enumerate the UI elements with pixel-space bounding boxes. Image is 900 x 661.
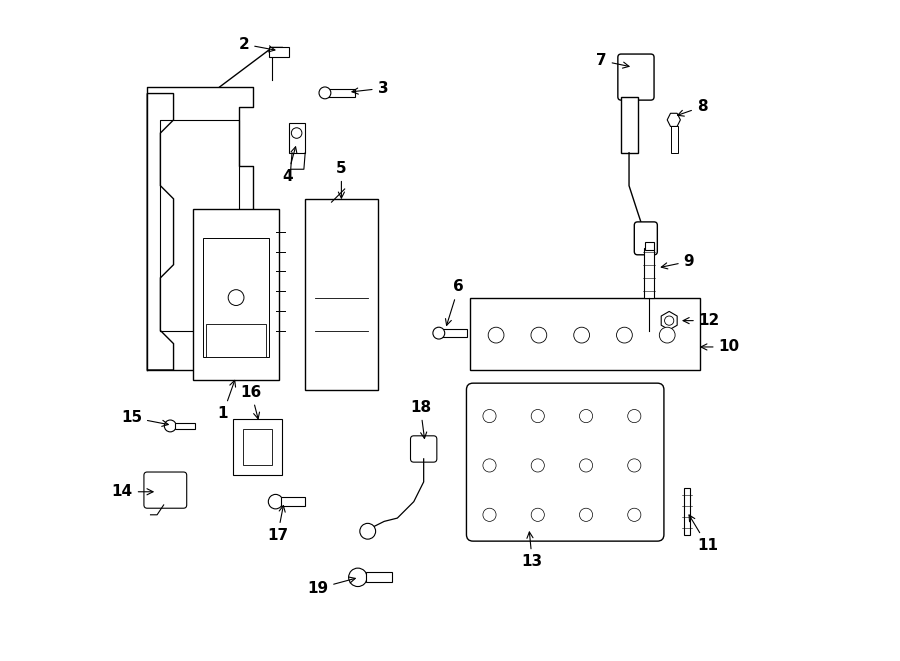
Circle shape [531, 508, 544, 522]
Polygon shape [473, 307, 694, 367]
Circle shape [627, 409, 641, 422]
Text: 13: 13 [522, 532, 543, 569]
Circle shape [483, 409, 496, 422]
Circle shape [580, 459, 592, 472]
FancyBboxPatch shape [206, 324, 266, 357]
FancyBboxPatch shape [470, 297, 700, 370]
Circle shape [433, 327, 445, 339]
Circle shape [573, 327, 590, 343]
Text: 17: 17 [267, 506, 288, 543]
FancyBboxPatch shape [203, 239, 269, 357]
Circle shape [664, 316, 674, 325]
Text: 4: 4 [282, 147, 297, 184]
Text: 1: 1 [218, 380, 236, 421]
Circle shape [483, 508, 496, 522]
Circle shape [348, 568, 367, 586]
Text: 6: 6 [446, 280, 464, 325]
Circle shape [531, 327, 547, 343]
FancyBboxPatch shape [243, 429, 273, 465]
FancyBboxPatch shape [194, 209, 279, 380]
Text: 12: 12 [683, 313, 720, 328]
FancyBboxPatch shape [269, 48, 289, 58]
FancyBboxPatch shape [466, 383, 664, 541]
Circle shape [229, 290, 244, 305]
Circle shape [531, 459, 544, 472]
Text: 7: 7 [596, 53, 629, 68]
Text: 10: 10 [701, 340, 740, 354]
Text: 5: 5 [336, 161, 346, 198]
Text: 19: 19 [307, 577, 356, 596]
FancyBboxPatch shape [634, 222, 657, 254]
FancyBboxPatch shape [233, 419, 283, 475]
FancyBboxPatch shape [644, 249, 654, 297]
Circle shape [292, 128, 302, 138]
Text: 18: 18 [410, 400, 431, 438]
Circle shape [165, 420, 176, 432]
Circle shape [616, 327, 633, 343]
FancyBboxPatch shape [644, 242, 654, 250]
FancyBboxPatch shape [621, 97, 637, 153]
Text: 14: 14 [112, 485, 153, 499]
Text: 9: 9 [662, 254, 694, 269]
Circle shape [268, 494, 283, 509]
Circle shape [360, 524, 375, 539]
Circle shape [660, 327, 675, 343]
Text: 16: 16 [240, 385, 262, 419]
Text: 11: 11 [689, 515, 718, 553]
FancyBboxPatch shape [282, 497, 304, 506]
Circle shape [488, 327, 504, 343]
Circle shape [627, 459, 641, 472]
Circle shape [580, 508, 592, 522]
Polygon shape [667, 113, 680, 126]
Circle shape [483, 459, 496, 472]
FancyBboxPatch shape [442, 329, 467, 337]
FancyBboxPatch shape [671, 126, 678, 153]
FancyBboxPatch shape [365, 572, 392, 582]
FancyBboxPatch shape [617, 54, 654, 100]
Text: 3: 3 [352, 81, 388, 96]
Circle shape [627, 508, 641, 522]
Circle shape [531, 409, 544, 422]
Text: 2: 2 [238, 36, 274, 52]
Circle shape [580, 409, 592, 422]
Circle shape [319, 87, 331, 98]
FancyBboxPatch shape [175, 422, 194, 429]
Polygon shape [148, 94, 174, 370]
FancyBboxPatch shape [410, 436, 436, 462]
FancyBboxPatch shape [289, 123, 305, 153]
FancyBboxPatch shape [144, 472, 186, 508]
Text: 8: 8 [678, 99, 707, 116]
FancyBboxPatch shape [305, 199, 378, 390]
Text: 15: 15 [121, 410, 168, 426]
FancyBboxPatch shape [328, 89, 355, 97]
FancyBboxPatch shape [684, 488, 690, 535]
